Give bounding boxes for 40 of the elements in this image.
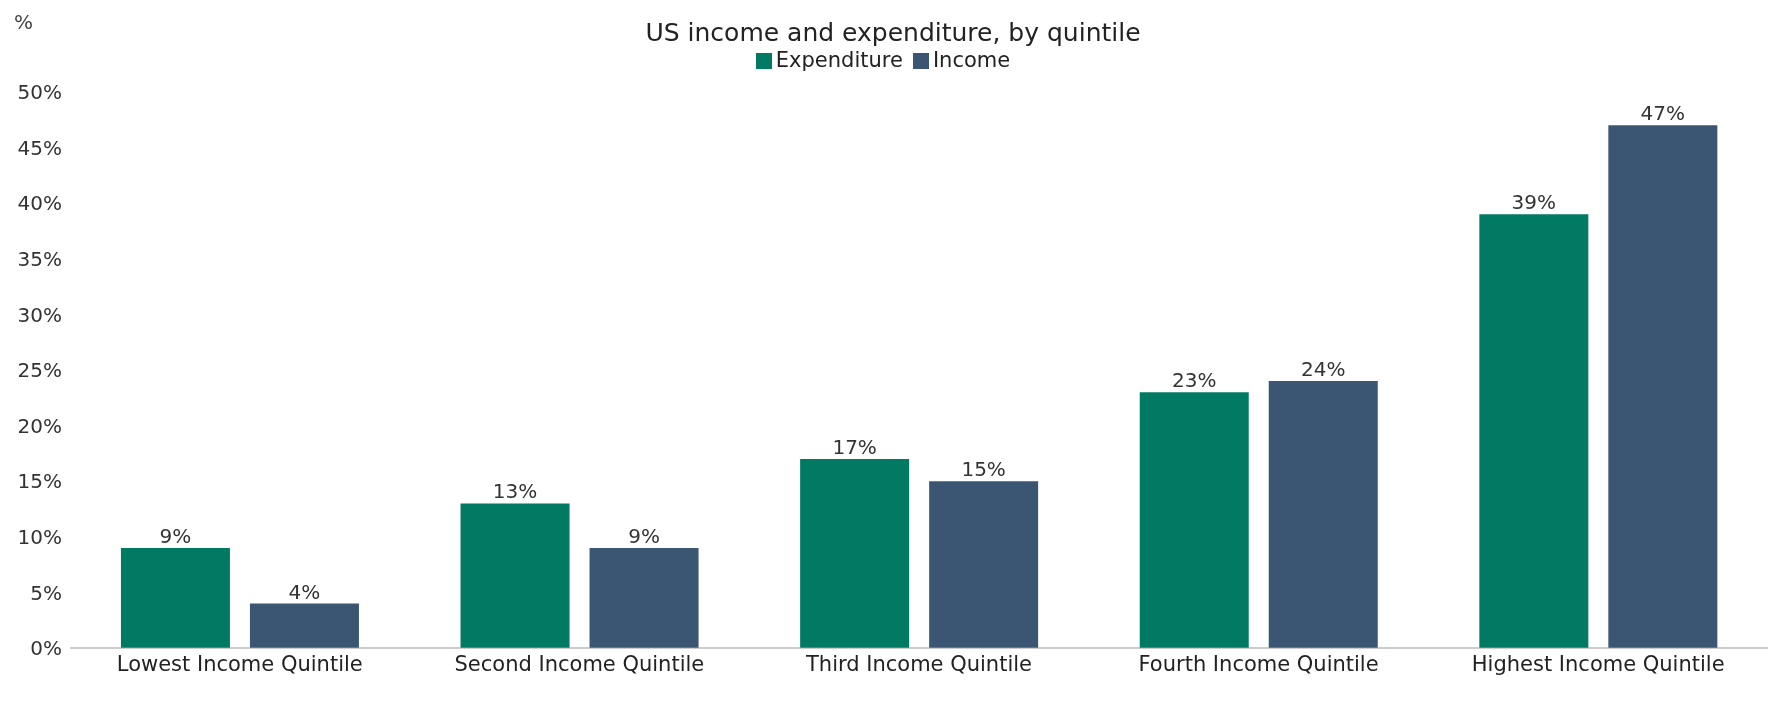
bar bbox=[929, 481, 1039, 648]
y-tick-label: 5% bbox=[30, 580, 62, 605]
data-label: 9% bbox=[628, 523, 660, 548]
bar bbox=[249, 603, 359, 648]
y-tick-label: 45% bbox=[17, 135, 62, 160]
data-label: 39% bbox=[1511, 190, 1557, 215]
x-tick-label: Second Income Quintile bbox=[454, 651, 705, 676]
bar bbox=[1139, 392, 1249, 648]
bar bbox=[120, 547, 230, 648]
data-label: 24% bbox=[1301, 357, 1346, 382]
y-tick-label: 40% bbox=[17, 191, 62, 216]
data-label: 13% bbox=[492, 479, 538, 504]
y-tick-label: 0% bbox=[30, 636, 62, 661]
y-axis-title: % bbox=[14, 10, 34, 34]
x-tick-label: Fourth Income Quintile bbox=[1138, 651, 1379, 676]
chart-title: US income and expenditure, by quintile bbox=[645, 18, 1141, 47]
data-label: 4% bbox=[288, 579, 321, 604]
y-tick-label: 35% bbox=[17, 246, 62, 271]
data-label: 17% bbox=[832, 434, 877, 459]
y-tick-label: 50% bbox=[17, 80, 62, 105]
legend-label: Income bbox=[932, 48, 1011, 72]
y-tick-label: 10% bbox=[17, 524, 62, 549]
data-label: 9% bbox=[159, 523, 192, 548]
y-tick-label: 30% bbox=[17, 302, 62, 327]
data-label: 47% bbox=[1640, 101, 1686, 126]
x-tick-label: Highest Income Quintile bbox=[1471, 651, 1725, 676]
legend-label: Expenditure bbox=[775, 48, 903, 72]
x-tick-label: Lowest Income Quintile bbox=[116, 651, 363, 676]
y-tick-label: 15% bbox=[17, 469, 62, 494]
y-tick-label: 25% bbox=[17, 358, 62, 383]
bar bbox=[1268, 381, 1378, 648]
bar bbox=[800, 458, 910, 648]
bar bbox=[589, 547, 699, 648]
y-tick-label: 20% bbox=[17, 413, 62, 438]
data-label: 15% bbox=[961, 457, 1006, 482]
bar bbox=[1479, 214, 1589, 648]
bar bbox=[460, 503, 570, 648]
x-tick-label: Third Income Quintile bbox=[805, 651, 1032, 676]
data-label: 23% bbox=[1172, 368, 1217, 393]
bar bbox=[1608, 125, 1718, 648]
